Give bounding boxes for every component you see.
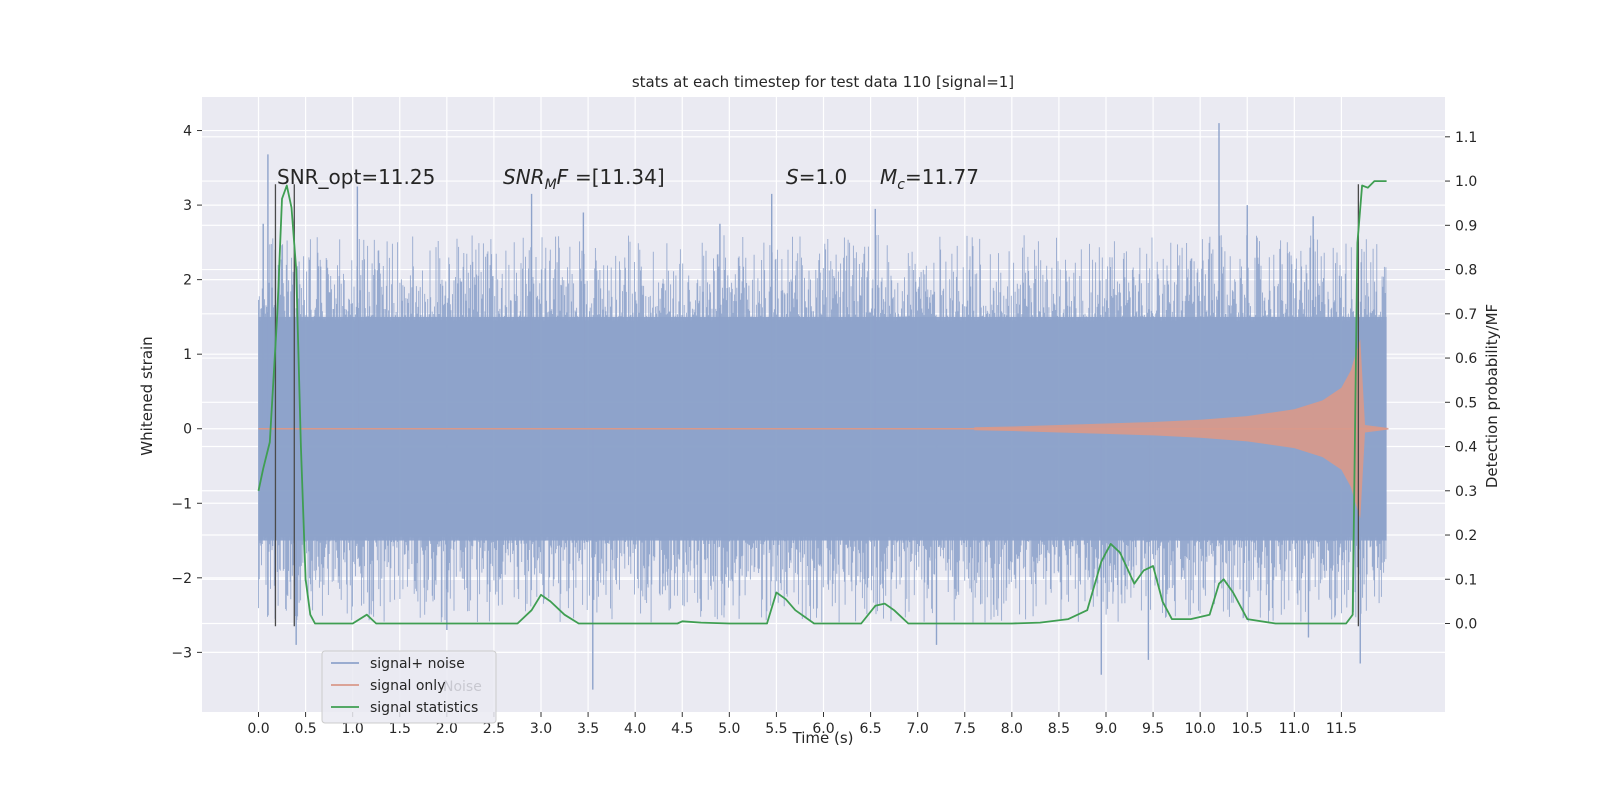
x-tick-label: 0.0 [247, 721, 269, 737]
x-tick-label: 4.0 [624, 721, 646, 737]
x-tick-label: 10.0 [1185, 721, 1216, 737]
x-tick-label: 7.5 [954, 721, 976, 737]
annotation-mc-sub: c [897, 177, 905, 193]
x-tick-label: 8.0 [1001, 721, 1023, 737]
y-right-tick-label: 0.8 [1455, 263, 1477, 279]
legend-ghost-text: Noise [443, 679, 482, 695]
y-right-tick-label: 0.9 [1455, 218, 1477, 234]
legend-label-statistics: signal statistics [370, 700, 478, 716]
y-left-tick-label: 0 [183, 422, 192, 438]
signal-chirp-envelope [974, 339, 1389, 519]
annotation-s-value: =1.0 [799, 165, 848, 189]
chart-title: stats at each timestep for test data 110… [632, 73, 1014, 91]
annotation-mc: Mc=11.77 [880, 165, 979, 193]
y-left-tick-label: −3 [171, 645, 192, 661]
x-tick-label: 11.0 [1279, 721, 1310, 737]
annotation-snr-mf: SNRMF [503, 165, 569, 193]
x-tick-label: 6.0 [812, 721, 834, 737]
annotation-s: S=1.0 [786, 165, 847, 189]
y-right-tick-label: 0.0 [1455, 617, 1477, 633]
x-tick-label: 3.5 [577, 721, 599, 737]
legend-box [321, 650, 497, 724]
axis-ticks: 0.0 0.5 1.0 1.5 2.0 2.5 3.0 3.5 4.0 4.5 5.0 5.5 6.0 6… [171, 124, 1477, 737]
annotation-mc-italic: M [880, 165, 897, 189]
legend-label-noise: signal+ noise [370, 656, 465, 672]
y-left-tick-label: 2 [183, 273, 192, 289]
x-tick-label: 8.5 [1048, 721, 1070, 737]
y-right-tick-label: 0.5 [1455, 395, 1477, 411]
annotation-mc-value: =11.77 [905, 165, 979, 189]
x-tick-label: 10.5 [1232, 721, 1263, 737]
y-axis-label-right: Detection probability/MF [1483, 304, 1501, 488]
x-tick-label: 0.5 [294, 721, 316, 737]
annotation-snr-mf-prefix: SNR [503, 165, 545, 189]
x-tick-label: 9.5 [1142, 721, 1164, 737]
y-right-tick-label: 0.7 [1455, 307, 1477, 323]
legend: Noise signal+ noise signal only signal s… [321, 650, 497, 724]
x-tick-label: 5.5 [765, 721, 787, 737]
annotation-s-italic: S [786, 165, 799, 189]
x-tick-label: 2.0 [436, 721, 458, 737]
annotations: SNR_opt=11.25 SNRMF =[11.34] S=1.0 Mc=11… [277, 165, 979, 193]
y-right-tick-label: 0.2 [1455, 528, 1477, 544]
marker-lines [274, 184, 1360, 627]
x-tick-label: 7.0 [907, 721, 929, 737]
x-tick-label: 3.0 [530, 721, 552, 737]
y-right-tick-label: 0.3 [1455, 484, 1477, 500]
x-tick-label: 1.0 [342, 721, 364, 737]
y-left-tick-label: 1 [183, 347, 192, 363]
y-right-tick-label: 1.1 [1455, 130, 1477, 146]
signal-series [258, 339, 1389, 519]
x-tick-label: 6.5 [859, 721, 881, 737]
y-right-tick-label: 0.6 [1455, 351, 1477, 367]
y-right-tick-label: 0.1 [1455, 572, 1477, 588]
annotation-snr-mf-sub: M [545, 177, 557, 193]
statistics-series [257, 180, 1387, 625]
x-axis-label: Time (s) [792, 729, 854, 747]
annotation-snr-opt: SNR_opt=11.25 [277, 165, 435, 189]
x-tick-label: 11.5 [1326, 721, 1357, 737]
x-tick-label: 1.5 [389, 721, 411, 737]
y-right-tick-label: 0.4 [1455, 440, 1477, 456]
y-axis-label-left: Whitened strain [138, 336, 156, 455]
y-left-tick-label: 3 [183, 198, 192, 214]
y-right-tick-label: 1.0 [1455, 174, 1477, 190]
y-left-tick-label: 4 [183, 124, 192, 140]
annotation-snr-mf-f: F [557, 165, 569, 189]
y-left-tick-label: −1 [171, 496, 192, 512]
y-left-tick-label: −2 [171, 571, 192, 587]
x-tick-label: 9.0 [1095, 721, 1117, 737]
x-tick-label: 5.0 [718, 721, 740, 737]
legend-label-signal: signal only [370, 678, 445, 694]
statistics-line [257, 180, 1387, 625]
annotation-snr-mf-value: =[11.34] [575, 165, 665, 189]
x-tick-label: 4.5 [671, 721, 693, 737]
x-tick-label: 2.5 [483, 721, 505, 737]
